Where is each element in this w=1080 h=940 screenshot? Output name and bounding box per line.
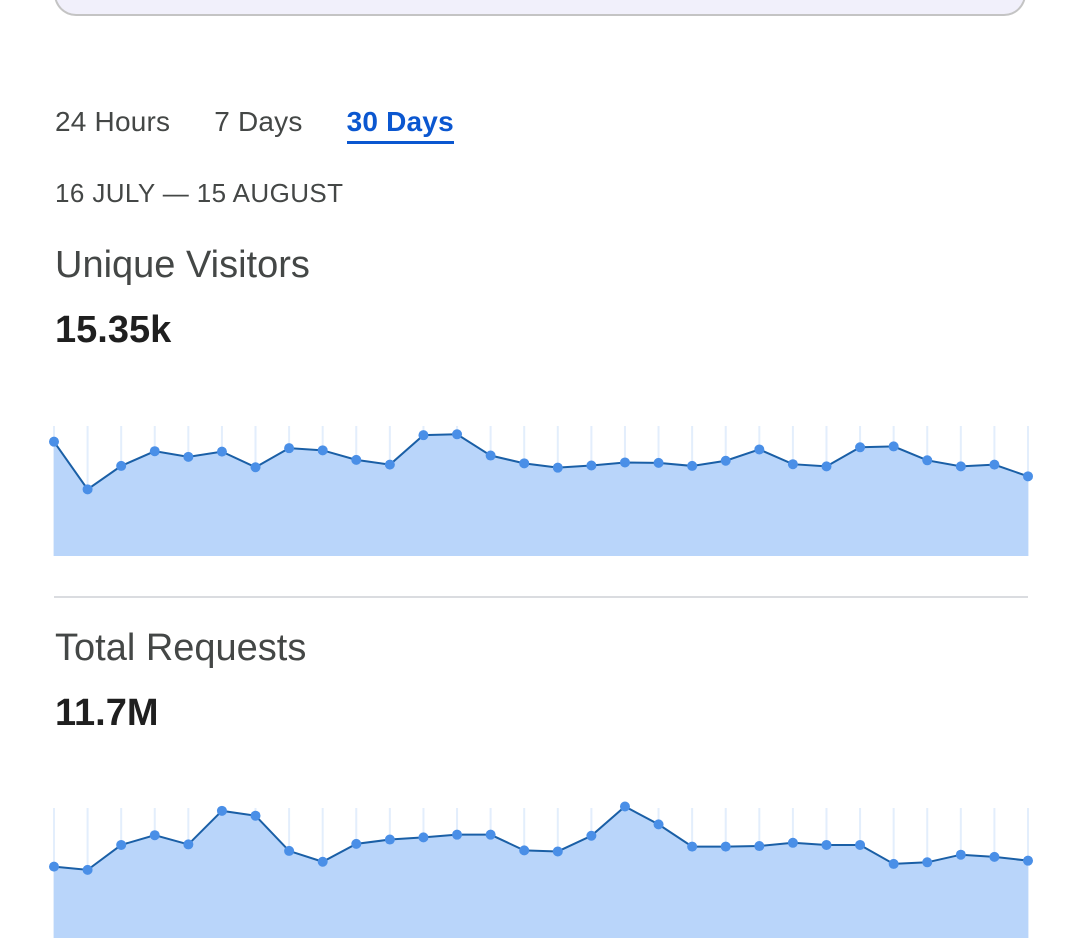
chart-point[interactable]: [922, 455, 933, 466]
chart-point[interactable]: [183, 451, 194, 462]
total-requests-title: Total Requests: [55, 627, 307, 669]
unique-visitors-value: 15.35k: [55, 309, 172, 351]
chart-point[interactable]: [485, 829, 496, 840]
chart-point[interactable]: [754, 841, 765, 852]
unique-visitors-title: Unique Visitors: [55, 244, 310, 286]
total-requests-chart: [49, 801, 1033, 938]
chart-series-line: [53, 433, 1029, 491]
chart-point[interactable]: [787, 837, 798, 848]
chart-point[interactable]: [384, 834, 395, 845]
chart-point[interactable]: [183, 839, 194, 850]
chart-point[interactable]: [687, 841, 698, 852]
chart-point[interactable]: [787, 459, 798, 470]
chart-point[interactable]: [653, 457, 664, 468]
chart-point[interactable]: [720, 841, 731, 852]
chart-point[interactable]: [989, 851, 1000, 862]
chart-area: [54, 434, 1028, 556]
chart-point[interactable]: [1023, 471, 1033, 482]
chart-point[interactable]: [687, 460, 698, 471]
chart-point[interactable]: [250, 810, 261, 821]
time-range-tabs: 24 Hours 7 Days 30 Days: [55, 106, 498, 144]
chart-series-line: [53, 805, 1029, 871]
chart-point[interactable]: [149, 830, 160, 841]
chart-point[interactable]: [586, 830, 597, 841]
chart-point[interactable]: [452, 429, 463, 440]
chart-point[interactable]: [485, 450, 496, 461]
chart-point[interactable]: [855, 839, 866, 850]
chart-point[interactable]: [284, 845, 295, 856]
chart-point[interactable]: [653, 819, 664, 830]
chart-point[interactable]: [955, 849, 966, 860]
chart-point[interactable]: [116, 839, 127, 850]
section-divider: [54, 596, 1028, 598]
chart-point[interactable]: [1023, 855, 1033, 866]
chart-point[interactable]: [418, 832, 429, 843]
chart-point[interactable]: [452, 829, 463, 840]
chart-point[interactable]: [82, 484, 93, 495]
chart-point[interactable]: [519, 845, 530, 856]
chart-point[interactable]: [955, 461, 966, 472]
chart-point[interactable]: [116, 460, 127, 471]
chart-point[interactable]: [888, 858, 899, 869]
chart-point[interactable]: [552, 462, 563, 473]
chart-point[interactable]: [922, 857, 933, 868]
total-requests-value: 11.7M: [55, 692, 159, 734]
chart-point[interactable]: [821, 839, 832, 850]
chart-point[interactable]: [216, 446, 227, 457]
chart-point[interactable]: [216, 805, 227, 816]
chart-point[interactable]: [552, 846, 563, 857]
chart-point[interactable]: [989, 459, 1000, 470]
chart-point[interactable]: [82, 864, 93, 875]
chart-area: [54, 806, 1028, 938]
chart-point[interactable]: [720, 455, 731, 466]
chart-point[interactable]: [149, 446, 160, 457]
tab-7-days[interactable]: 7 Days: [214, 106, 303, 137]
chart-point[interactable]: [49, 436, 59, 447]
chart-point[interactable]: [619, 801, 630, 812]
chart-point[interactable]: [317, 445, 328, 456]
chart-point[interactable]: [384, 459, 395, 470]
tab-30-days[interactable]: 30 Days: [346, 106, 454, 144]
chart-point[interactable]: [821, 461, 832, 472]
chart-point[interactable]: [619, 457, 630, 468]
unique-visitors-chart: [49, 426, 1033, 556]
tab-24-hours[interactable]: 24 Hours: [55, 106, 171, 137]
chart-point[interactable]: [317, 856, 328, 867]
search-card[interactable]: [54, 0, 1026, 16]
chart-point[interactable]: [888, 441, 899, 452]
chart-point[interactable]: [855, 442, 866, 453]
date-range-label: 16 JULY — 15 AUGUST: [55, 178, 344, 208]
chart-point[interactable]: [284, 443, 295, 454]
chart-point[interactable]: [418, 430, 429, 441]
chart-point[interactable]: [754, 444, 765, 455]
chart-point[interactable]: [250, 462, 261, 473]
chart-point[interactable]: [49, 861, 59, 872]
chart-point[interactable]: [586, 460, 597, 471]
chart-point[interactable]: [519, 458, 530, 469]
chart-point[interactable]: [351, 454, 362, 465]
chart-point[interactable]: [351, 838, 362, 849]
